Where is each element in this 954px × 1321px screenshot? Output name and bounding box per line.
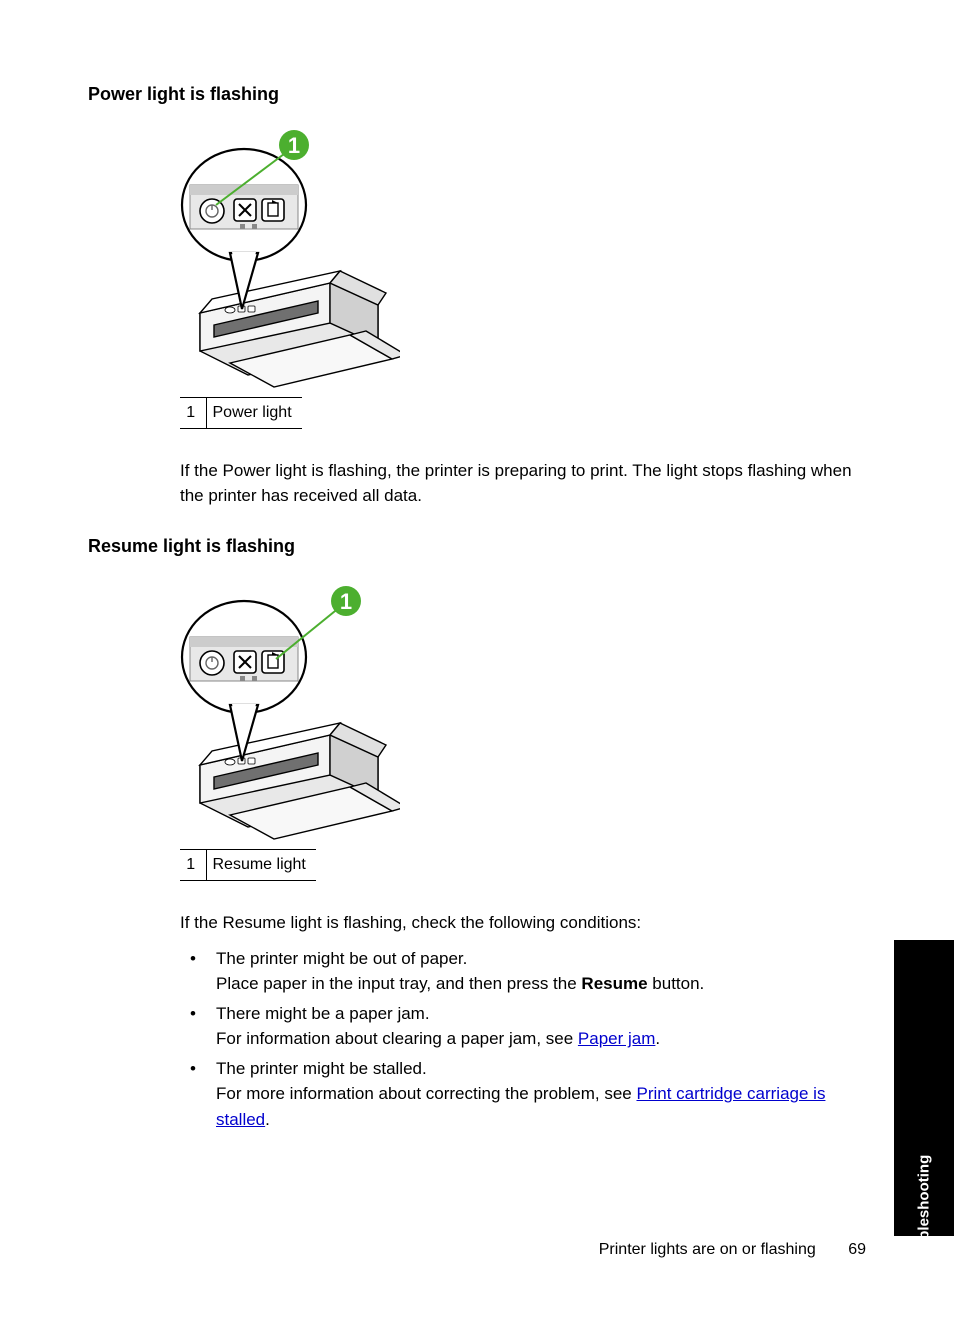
footer-title: Printer lights are on or flashing xyxy=(599,1241,816,1258)
link-paper-jam[interactable]: Paper jam xyxy=(578,1029,655,1048)
bullet-1-line1: The printer might be out of paper. xyxy=(216,949,467,968)
side-tab-troubleshooting: Troubleshooting xyxy=(894,940,954,1236)
figure-power-light: 1 1 Power light xyxy=(180,123,866,429)
legend-table-2: 1 Resume light xyxy=(180,849,316,881)
bullet-item-2: There might be a paper jam. For informat… xyxy=(180,1001,866,1052)
body-text-1: If the Power light is flashing, the prin… xyxy=(180,459,866,508)
legend-label-1: Power light xyxy=(206,398,302,429)
intro-text-2: If the Resume light is flashing, check t… xyxy=(180,911,866,936)
heading-resume-light: Resume light is flashing xyxy=(88,536,866,557)
page-number: 69 xyxy=(848,1241,866,1258)
bullet-2-line1: There might be a paper jam. xyxy=(216,1004,430,1023)
heading-power-light: Power light is flashing xyxy=(88,84,866,105)
page-footer: Printer lights are on or flashing 69 xyxy=(599,1241,866,1259)
legend-num-1: 1 xyxy=(180,398,206,429)
bullet-1-bold: Resume xyxy=(581,974,647,993)
bullet-item-1: The printer might be out of paper. Place… xyxy=(180,946,866,997)
side-tab-text: Troubleshooting xyxy=(916,1155,933,1273)
legend-label-2: Resume light xyxy=(206,850,316,881)
legend-num-2: 1 xyxy=(180,850,206,881)
callout-number-1: 1 xyxy=(288,133,300,158)
bullet-1-line2a: Place paper in the input tray, and then … xyxy=(216,974,581,993)
bullet-2-line2b: . xyxy=(655,1029,660,1048)
printer-illustration-2: 1 xyxy=(180,575,400,843)
bullet-3-line1: The printer might be stalled. xyxy=(216,1059,427,1078)
bullet-1-line2b: button. xyxy=(648,974,705,993)
callout-number-2: 1 xyxy=(340,589,352,614)
bullet-2-line2a: For information about clearing a paper j… xyxy=(216,1029,578,1048)
legend-table-1: 1 Power light xyxy=(180,397,302,429)
bullet-3-line2b: . xyxy=(265,1110,270,1129)
bullet-item-3: The printer might be stalled. For more i… xyxy=(180,1056,866,1133)
figure-resume-light: 1 1 Resume light xyxy=(180,575,866,881)
bullet-list: The printer might be out of paper. Place… xyxy=(180,946,866,1133)
printer-illustration-1: 1 xyxy=(180,123,400,391)
bullet-3-line2a: For more information about correcting th… xyxy=(216,1084,636,1103)
